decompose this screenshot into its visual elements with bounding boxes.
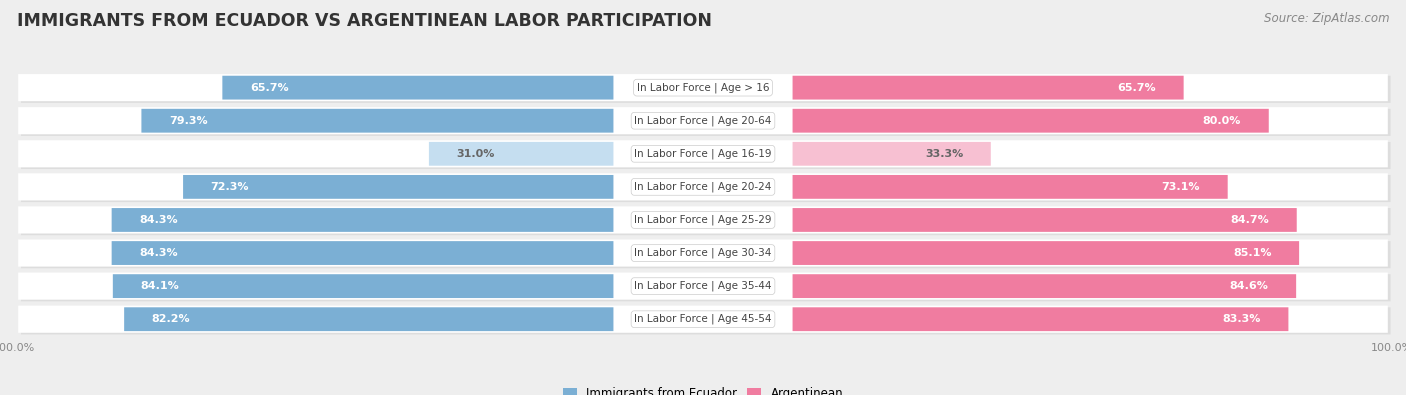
Text: 33.3%: 33.3% (925, 149, 963, 159)
FancyBboxPatch shape (21, 274, 1391, 301)
FancyBboxPatch shape (793, 175, 1227, 199)
Text: IMMIGRANTS FROM ECUADOR VS ARGENTINEAN LABOR PARTICIPATION: IMMIGRANTS FROM ECUADOR VS ARGENTINEAN L… (17, 12, 711, 30)
FancyBboxPatch shape (111, 241, 613, 265)
FancyBboxPatch shape (18, 239, 1388, 267)
FancyBboxPatch shape (793, 307, 1288, 331)
Text: In Labor Force | Age > 16: In Labor Force | Age > 16 (637, 83, 769, 93)
Text: 84.1%: 84.1% (141, 281, 179, 291)
Text: 84.7%: 84.7% (1230, 215, 1270, 225)
FancyBboxPatch shape (112, 274, 613, 298)
Text: 31.0%: 31.0% (457, 149, 495, 159)
FancyBboxPatch shape (793, 76, 1184, 100)
Text: In Labor Force | Age 20-64: In Labor Force | Age 20-64 (634, 115, 772, 126)
FancyBboxPatch shape (21, 109, 1391, 136)
Text: 84.3%: 84.3% (139, 248, 177, 258)
FancyBboxPatch shape (21, 307, 1391, 335)
Text: 65.7%: 65.7% (250, 83, 288, 93)
Text: In Labor Force | Age 35-44: In Labor Force | Age 35-44 (634, 281, 772, 292)
FancyBboxPatch shape (21, 208, 1391, 235)
FancyBboxPatch shape (793, 208, 1296, 232)
Text: 73.1%: 73.1% (1161, 182, 1201, 192)
Text: In Labor Force | Age 16-19: In Labor Force | Age 16-19 (634, 149, 772, 159)
Text: 84.6%: 84.6% (1230, 281, 1268, 291)
FancyBboxPatch shape (18, 74, 1388, 101)
Text: In Labor Force | Age 20-24: In Labor Force | Age 20-24 (634, 182, 772, 192)
Text: 79.3%: 79.3% (169, 116, 208, 126)
FancyBboxPatch shape (142, 109, 613, 133)
Text: 83.3%: 83.3% (1222, 314, 1261, 324)
Legend: Immigrants from Ecuador, Argentinean: Immigrants from Ecuador, Argentinean (560, 384, 846, 395)
FancyBboxPatch shape (18, 207, 1388, 233)
FancyBboxPatch shape (183, 175, 613, 199)
Text: 80.0%: 80.0% (1202, 116, 1241, 126)
FancyBboxPatch shape (18, 273, 1388, 300)
FancyBboxPatch shape (18, 306, 1388, 333)
FancyBboxPatch shape (793, 142, 991, 166)
Text: 84.3%: 84.3% (139, 215, 177, 225)
FancyBboxPatch shape (111, 208, 613, 232)
Text: In Labor Force | Age 25-29: In Labor Force | Age 25-29 (634, 215, 772, 225)
Text: Source: ZipAtlas.com: Source: ZipAtlas.com (1264, 12, 1389, 25)
Text: 85.1%: 85.1% (1233, 248, 1271, 258)
FancyBboxPatch shape (18, 140, 1388, 167)
FancyBboxPatch shape (429, 142, 613, 166)
FancyBboxPatch shape (793, 241, 1299, 265)
Text: 72.3%: 72.3% (211, 182, 249, 192)
FancyBboxPatch shape (21, 175, 1391, 202)
FancyBboxPatch shape (21, 142, 1391, 169)
FancyBboxPatch shape (222, 76, 613, 100)
FancyBboxPatch shape (18, 107, 1388, 134)
FancyBboxPatch shape (21, 241, 1391, 268)
Text: In Labor Force | Age 45-54: In Labor Force | Age 45-54 (634, 314, 772, 324)
Text: In Labor Force | Age 30-34: In Labor Force | Age 30-34 (634, 248, 772, 258)
Text: 65.7%: 65.7% (1118, 83, 1156, 93)
FancyBboxPatch shape (793, 274, 1296, 298)
FancyBboxPatch shape (21, 76, 1391, 103)
FancyBboxPatch shape (124, 307, 613, 331)
FancyBboxPatch shape (18, 173, 1388, 200)
Text: 82.2%: 82.2% (152, 314, 190, 324)
FancyBboxPatch shape (793, 109, 1268, 133)
